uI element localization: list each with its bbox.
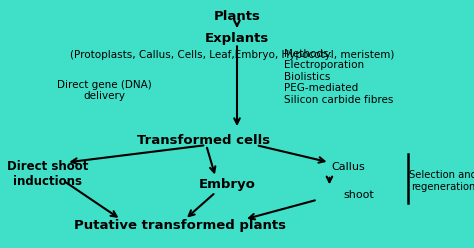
Text: Methods:
Electroporation
Biolistics
PEG-mediated
Silicon carbide fibres: Methods: Electroporation Biolistics PEG-… xyxy=(284,49,394,105)
Text: Selection and
regeneration: Selection and regeneration xyxy=(409,170,474,192)
Text: Plants: Plants xyxy=(214,10,260,23)
Text: Transformed cells: Transformed cells xyxy=(137,134,270,147)
Text: Direct shoot
inductions: Direct shoot inductions xyxy=(7,160,88,187)
Text: Explants: Explants xyxy=(205,32,269,45)
Text: Embryo: Embryo xyxy=(199,178,256,191)
Text: Direct gene (DNA)
delivery: Direct gene (DNA) delivery xyxy=(57,80,152,101)
Text: Putative transformed plants: Putative transformed plants xyxy=(74,219,286,232)
Text: (Protoplasts, Callus, Cells, Leaf,Embryo, Hypocotyl, meristem): (Protoplasts, Callus, Cells, Leaf,Embryo… xyxy=(70,50,394,60)
Text: shoot: shoot xyxy=(344,190,374,200)
Text: Callus: Callus xyxy=(332,162,365,172)
